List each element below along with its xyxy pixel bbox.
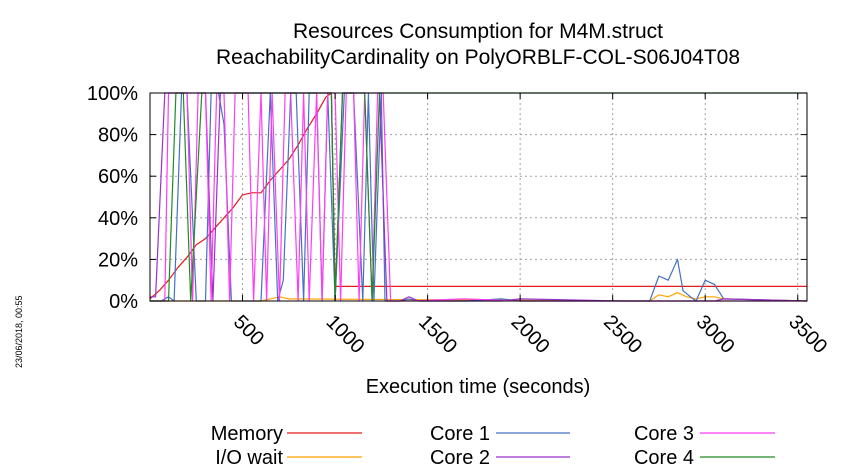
x-tick-label: 1000 <box>322 311 369 358</box>
series-lines <box>149 92 808 302</box>
legend-label-core-3: Core 3 <box>634 423 694 445</box>
series-core-3-line <box>150 92 807 302</box>
y-tick-label: 0% <box>109 291 138 313</box>
x-tick-label: 1500 <box>414 311 461 358</box>
chart-subtitle: ReachabilityCardinality on PolyORBLF-COL… <box>216 46 740 69</box>
x-tick-label: 3000 <box>692 311 739 358</box>
y-tick-label: 20% <box>98 249 138 271</box>
legend-label-i-o-wait: I/O wait <box>215 447 283 469</box>
legend-label-core-4: Core 4 <box>634 447 694 469</box>
y-tick-label: 100% <box>87 83 138 105</box>
x-tick-label: 500 <box>229 311 268 350</box>
y-axis-ticks: 0% 20% 40% 60% 80% 100% <box>87 83 807 313</box>
y-tick-label: 80% <box>98 125 138 147</box>
timestamp: 23/06/2018, 00:55 <box>14 295 24 368</box>
x-axis-label: Execution time (seconds) <box>366 376 591 398</box>
y-tick-label: 60% <box>98 166 138 188</box>
plot-frame <box>149 92 808 302</box>
series-i-o-wait-line <box>150 292 808 302</box>
y-tick-label: 40% <box>98 208 138 230</box>
chart-title: Resources Consumption for M4M.struct <box>293 20 663 43</box>
x-tick-label: 2000 <box>507 311 554 358</box>
x-axis-ticks: 500 1000 1500 2000 2500 3000 3500 <box>229 93 831 358</box>
legend-label-core-2: Core 2 <box>430 447 490 469</box>
legend-label-memory: Memory <box>211 423 283 445</box>
x-tick-label: 3500 <box>784 311 831 358</box>
x-tick-label: 2500 <box>599 311 646 358</box>
legend-label-core-1: Core 1 <box>430 423 490 445</box>
